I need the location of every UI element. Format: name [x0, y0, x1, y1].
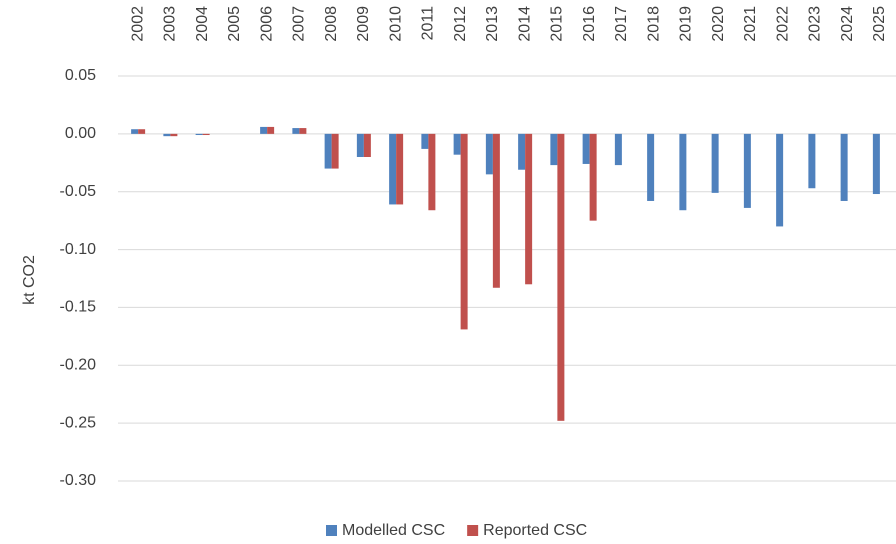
bar	[743, 133, 751, 208]
bar	[550, 133, 558, 166]
legend-label: Reported CSC	[483, 522, 587, 539]
bar	[202, 133, 210, 136]
x-tick-label: 2011	[420, 6, 437, 41]
bar	[299, 128, 307, 134]
bar	[356, 133, 364, 157]
bar	[557, 133, 565, 421]
bar	[260, 126, 268, 134]
bar	[582, 133, 590, 164]
x-tick-label: 2008	[323, 6, 340, 42]
bar	[292, 128, 300, 134]
x-tick-label: 2020	[710, 6, 727, 42]
x-tick-label: 2009	[355, 6, 372, 42]
y-tick-label: 0.05	[65, 67, 96, 84]
bar	[872, 133, 880, 195]
bar	[453, 133, 461, 155]
x-tick-label: 2005	[226, 6, 243, 42]
bar	[428, 133, 436, 211]
bar	[647, 133, 655, 201]
y-tick-label: -0.10	[60, 241, 97, 258]
bar	[614, 133, 622, 166]
bar	[131, 129, 139, 134]
y-axis-title: kt CO2	[21, 255, 38, 305]
x-tick-label: 2015	[549, 6, 566, 42]
bar	[363, 133, 371, 157]
y-tick-label: -0.25	[60, 414, 97, 431]
x-tick-label: 2022	[774, 6, 791, 42]
bar	[776, 133, 784, 227]
legend-label: Modelled CSC	[342, 522, 445, 539]
x-tick-label: 2002	[129, 6, 146, 42]
bar	[492, 133, 500, 288]
x-tick-label: 2004	[194, 6, 211, 42]
x-tick-label: 2023	[807, 6, 824, 42]
legend-swatch	[326, 525, 337, 536]
bar	[138, 129, 146, 134]
y-tick-label: -0.05	[60, 183, 97, 200]
bar	[485, 133, 493, 175]
bar	[163, 133, 171, 137]
bar	[389, 133, 397, 205]
y-tick-label: 0.00	[65, 125, 96, 142]
bar	[589, 133, 597, 221]
x-tick-label: 2013	[484, 6, 501, 42]
y-tick-label: -0.30	[60, 472, 97, 489]
bar	[170, 133, 178, 137]
legend-swatch	[467, 525, 479, 536]
bar	[324, 133, 332, 169]
bar	[460, 133, 468, 330]
y-tick-label: -0.15	[60, 299, 97, 316]
y-tick-label: -0.20	[60, 357, 97, 374]
x-tick-label: 2025	[871, 6, 888, 42]
x-tick-label: 2012	[452, 6, 469, 42]
x-tick-label: 2018	[645, 6, 662, 42]
bar	[711, 133, 719, 193]
x-tick-label: 2010	[387, 6, 404, 42]
bar	[808, 133, 816, 189]
bar	[396, 133, 404, 205]
bar	[421, 133, 429, 149]
x-tick-label: 2019	[678, 6, 695, 42]
bar	[525, 133, 533, 285]
bar	[518, 133, 526, 170]
x-tick-label: 2003	[162, 6, 179, 42]
x-tick-label: 2024	[839, 6, 856, 42]
bar	[840, 133, 848, 201]
x-tick-label: 2017	[613, 6, 630, 42]
x-tick-label: 2007	[291, 6, 308, 42]
bar	[331, 133, 339, 169]
x-tick-label: 2014	[516, 6, 533, 42]
bar	[195, 133, 203, 136]
x-tick-label: 2016	[581, 6, 598, 42]
bar	[267, 126, 275, 134]
x-tick-label: 2006	[258, 6, 275, 42]
x-tick-label: 2021	[742, 6, 759, 42]
bar	[679, 133, 687, 211]
